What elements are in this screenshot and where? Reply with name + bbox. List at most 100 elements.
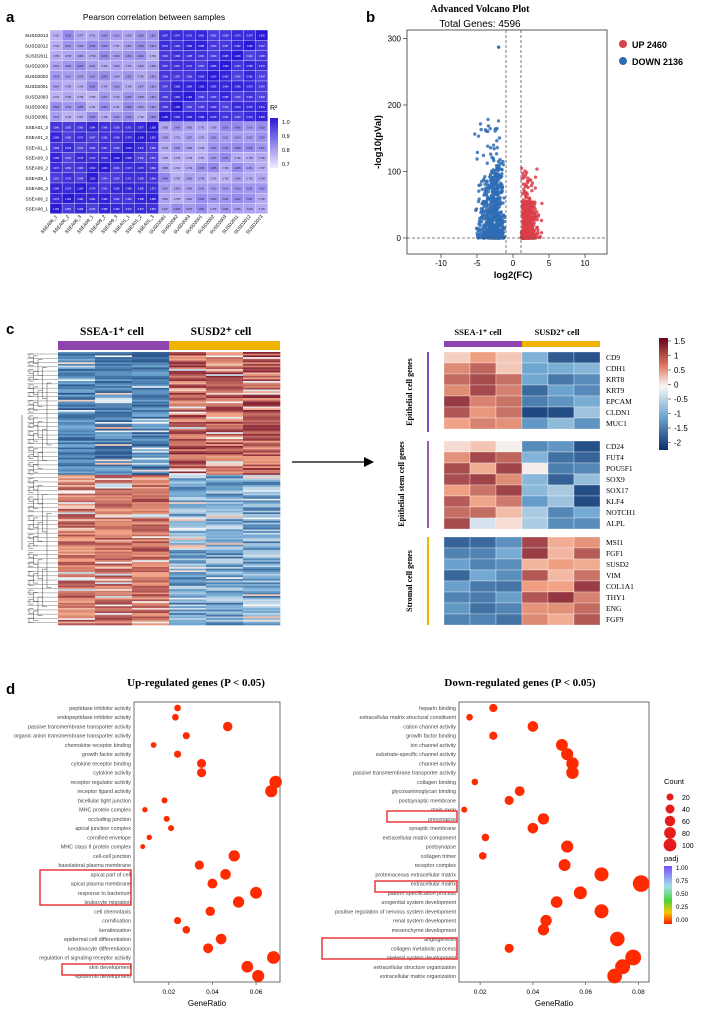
heat-cell: [206, 495, 244, 498]
heat-cell: [243, 607, 281, 610]
heat-cell: [58, 607, 96, 610]
heat-cell: [206, 578, 244, 581]
corr-value: 0.820: [247, 188, 254, 191]
heat-cell: [243, 578, 281, 581]
heat-cell: [95, 544, 133, 547]
term-dot: [594, 904, 609, 919]
corr-cell: 0.988: [122, 182, 135, 194]
heat-cell: [95, 568, 133, 571]
heat-cell: [95, 536, 133, 539]
corr-value: 0.978: [235, 106, 242, 109]
heat-cell: [58, 459, 96, 462]
heat-cell: [169, 464, 207, 467]
marker-cell: [469, 451, 497, 464]
heat-cell: [169, 575, 207, 578]
heat-cell: [169, 524, 207, 527]
heat-cell: [95, 450, 133, 453]
corr-cell: 0.806: [74, 50, 87, 61]
volcano-subtitle: Total Genes: 4596: [439, 19, 521, 30]
corr-value: 0.963: [77, 167, 84, 170]
corr-cell: 0.836: [98, 70, 111, 82]
heat-cell: [169, 592, 207, 595]
corr-value: 1.000: [150, 126, 157, 129]
corr-cell: 0.989: [98, 193, 111, 204]
corr-cell: 0.980: [195, 70, 208, 82]
corr-value: 0.950: [198, 106, 205, 109]
down-point: [498, 181, 503, 185]
heat-cell: [169, 374, 207, 377]
heat-cell: [169, 450, 207, 453]
heat-cell: [95, 415, 133, 418]
down-point: [473, 132, 477, 136]
count-legend-title: Count: [664, 777, 685, 786]
heat-cell: [95, 621, 133, 624]
down-point: [492, 188, 496, 192]
corr-value: 0.952: [65, 167, 72, 170]
corr-cell: 0.984: [74, 193, 87, 204]
corr-cell: 0.944: [255, 70, 268, 82]
corr-cell: 0.795: [134, 70, 147, 82]
y-tick-label: 300: [388, 35, 402, 44]
padj-colorbar: [664, 866, 672, 924]
heat-cell: [243, 381, 281, 384]
heat-cell: [169, 447, 207, 450]
heat-cell: [132, 457, 170, 460]
heat-cell: [169, 607, 207, 610]
down-point: [486, 203, 490, 207]
heat-cell: [243, 360, 281, 363]
corr-cell: 0.829: [219, 142, 232, 153]
corr-value: 1.000: [77, 188, 84, 191]
heat-cell: [169, 479, 207, 482]
corr-cell: 0.785: [74, 80, 87, 92]
corr-cell: 0.818: [110, 80, 123, 92]
marker-cell: [521, 558, 549, 571]
corr-cell: 0.824: [122, 91, 135, 102]
heat-cell: [169, 536, 207, 539]
up-point: [523, 228, 527, 232]
heat-cell: [58, 537, 96, 540]
corr-value: 0.838: [126, 106, 133, 109]
corr-cell: 0.944: [98, 172, 111, 184]
heat-cell: [58, 352, 96, 355]
heat-cell: [206, 502, 244, 505]
heat-cell: [169, 433, 207, 436]
heat-cell: [243, 527, 281, 530]
heat-cell: [169, 582, 207, 585]
heat-cell: [95, 609, 133, 612]
heat-cell: [243, 461, 281, 464]
corr-cell: 0.824: [98, 29, 111, 41]
corr-cell: 0.807: [134, 80, 147, 92]
marker-cell: [573, 384, 601, 397]
term-label: heparin binding: [419, 706, 456, 712]
down-point: [496, 178, 501, 182]
heat-cell: [243, 597, 281, 600]
corr-value: 0.840: [162, 177, 169, 180]
corr-cell: 0.838: [122, 101, 135, 112]
heat-cell: [58, 488, 96, 491]
padj-label: 0.00: [676, 917, 689, 924]
heat-cell: [95, 532, 133, 535]
heat-cell: [206, 607, 244, 610]
corr-value: 0.969: [174, 45, 181, 48]
heat-cell: [169, 563, 207, 566]
heat-cell: [169, 439, 207, 442]
heat-cell: [206, 462, 244, 465]
heat-cell: [206, 421, 244, 424]
corr-cell: 0.955: [86, 142, 99, 153]
heat-cell: [243, 560, 281, 563]
heat-cell: [132, 362, 170, 365]
marker-cell: [469, 569, 497, 582]
heat-cell: [132, 512, 170, 515]
corr-cell: 0.946: [231, 91, 244, 102]
heat-cell: [243, 595, 281, 598]
heat-cell: [58, 372, 96, 375]
corr-value: 0.807: [162, 208, 169, 211]
heat-cell: [243, 447, 281, 450]
up-point: [524, 201, 529, 206]
heat-cell: [243, 358, 281, 361]
heat-cell: [169, 609, 207, 612]
up-point: [535, 167, 539, 171]
heat-cell: [206, 392, 244, 395]
heat-cell: [169, 570, 207, 573]
corr-value: 0.835: [138, 45, 145, 48]
